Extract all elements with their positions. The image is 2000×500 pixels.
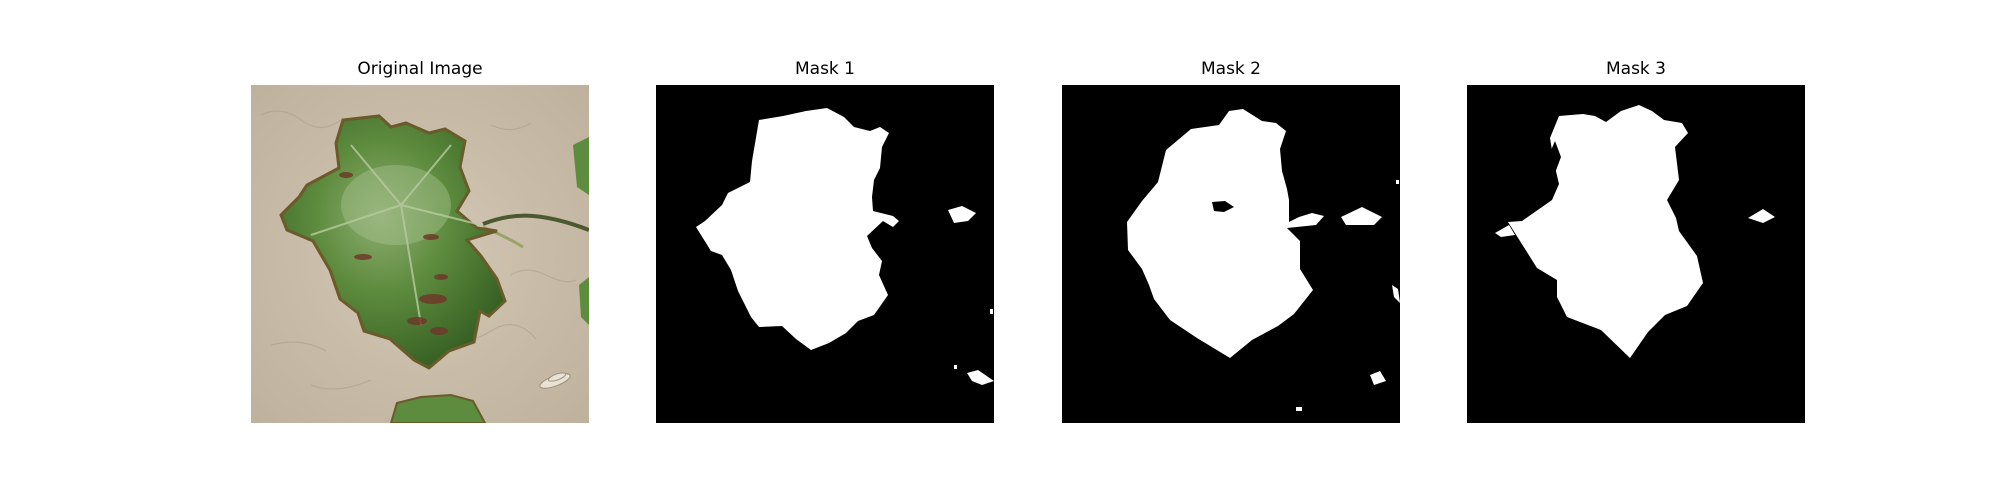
mask-blob (1396, 180, 1399, 184)
panel-title: Mask 2 (1200, 59, 1261, 79)
mask-1-image (656, 85, 994, 423)
mask-blob (1370, 371, 1386, 385)
panel-title: Original Image (357, 59, 483, 79)
mask-blob (948, 206, 976, 223)
mask-blob (1549, 141, 1561, 173)
mask-blob (1748, 209, 1775, 223)
mask-blob (696, 108, 899, 350)
mask-blob (967, 370, 994, 385)
mask-blob (1296, 407, 1302, 411)
mask-blob (1392, 285, 1400, 303)
original-leaf-photo (251, 85, 589, 423)
mask-blob (1495, 225, 1515, 237)
mask-blob (1341, 207, 1382, 225)
mask-blob (954, 365, 957, 369)
panel-title: Mask 3 (1605, 59, 1666, 79)
mask-blob (1127, 109, 1324, 358)
mask-hole (1212, 201, 1234, 212)
panel-title: Mask 1 (794, 59, 855, 79)
mask-2-image (1062, 85, 1400, 423)
mask-3-image (1467, 85, 1805, 423)
mask-blob (990, 309, 993, 314)
mask-blob (1234, 113, 1240, 118)
